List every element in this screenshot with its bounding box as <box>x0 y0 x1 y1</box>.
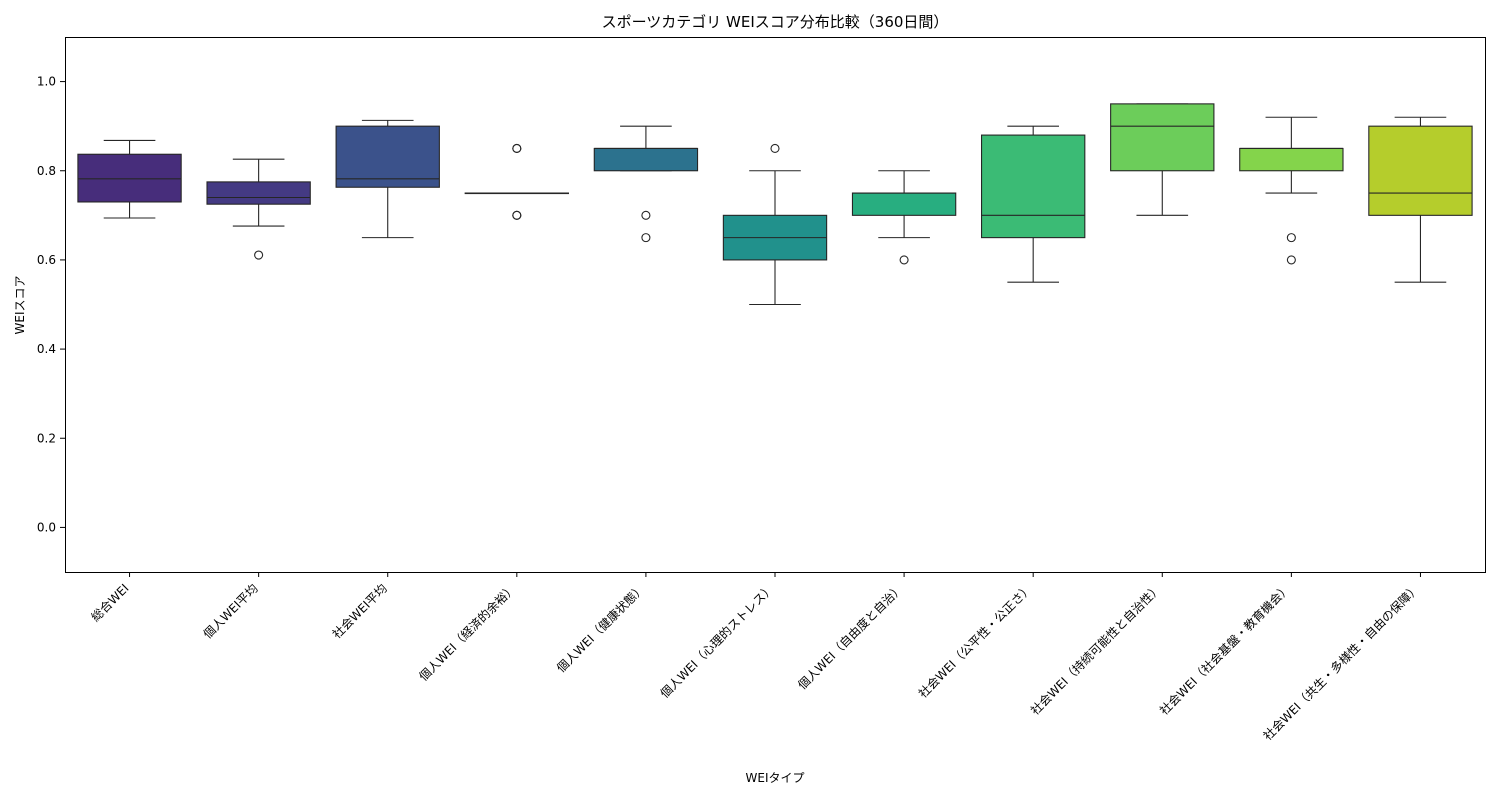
box <box>1368 125 1473 216</box>
x-axis-label: WEIタイプ <box>746 771 805 785</box>
x-tick-label: 社会WEI（共生・多様性・自由の保障） <box>1260 581 1423 744</box>
box-group <box>464 143 570 220</box>
x-tick-label: 社会WEI（社会基盤・教育機会） <box>1156 581 1293 718</box>
box-group <box>722 143 828 306</box>
x-tick-label: 個人WEI（自由度と自治） <box>794 581 906 693</box>
box-group <box>335 119 440 239</box>
y-tick-label: 1.0 <box>37 75 56 89</box>
y-tick-label: 0.4 <box>37 342 56 356</box>
outlier-point <box>512 210 522 220</box>
x-tick-label: 個人WEI（健康状態） <box>553 581 648 676</box>
box <box>206 181 311 205</box>
outlier-point <box>512 143 522 154</box>
box <box>77 153 182 203</box>
x-tick-label: 個人WEI（心理的ストレス） <box>657 581 777 701</box>
x-tick-label: 個人WEI（経済的余裕） <box>416 581 519 684</box>
x-tick-label: 社会WEI平均 <box>329 581 390 642</box>
y-tick-label: 0.6 <box>37 253 56 267</box>
x-tick-label: 総合WEI <box>88 581 132 625</box>
outlier-point <box>254 250 264 260</box>
plot-area <box>77 103 1473 306</box>
y-tick-label: 0.2 <box>37 431 56 445</box>
outlier-point <box>770 143 780 154</box>
box-group <box>980 125 1086 283</box>
box-group <box>1368 116 1473 283</box>
box <box>593 147 699 172</box>
outlier-point <box>641 210 651 220</box>
x-axis: 総合WEI 個人WEI平均 社会WEI平均 個人WEI（経済的余裕） 個人WEI（健康状… <box>88 572 1423 743</box>
outlier-point <box>641 233 651 243</box>
box <box>335 125 440 188</box>
y-tick-label: 0.0 <box>37 520 56 534</box>
x-tick-label: 社会WEI（公平性・公正さ） <box>915 581 1035 701</box>
box <box>851 192 957 216</box>
x-tick-label: 社会WEI（持続可能性と自治性） <box>1027 581 1164 718</box>
chart-title: スポーツカテゴリ WEIスコア分布比較（360日間） <box>602 13 949 31</box>
outlier-point <box>1286 233 1296 243</box>
y-axis: 0.0 0.2 0.4 0.6 0.8 1.0 <box>37 75 65 534</box>
y-tick-label: 0.8 <box>37 164 56 178</box>
outlier-point <box>899 255 909 265</box>
box-group <box>77 139 182 219</box>
box-group <box>851 170 957 265</box>
box <box>1239 147 1344 172</box>
outlier-point <box>1286 255 1296 265</box>
box-group <box>593 125 699 243</box>
x-tick-label: 個人WEI平均 <box>201 581 261 641</box>
box-group <box>206 158 311 260</box>
box-group <box>1110 103 1215 216</box>
box <box>1110 103 1215 172</box>
box-group <box>1239 116 1344 265</box>
y-axis-label: WEIスコア <box>13 276 27 335</box>
box <box>980 134 1086 239</box>
